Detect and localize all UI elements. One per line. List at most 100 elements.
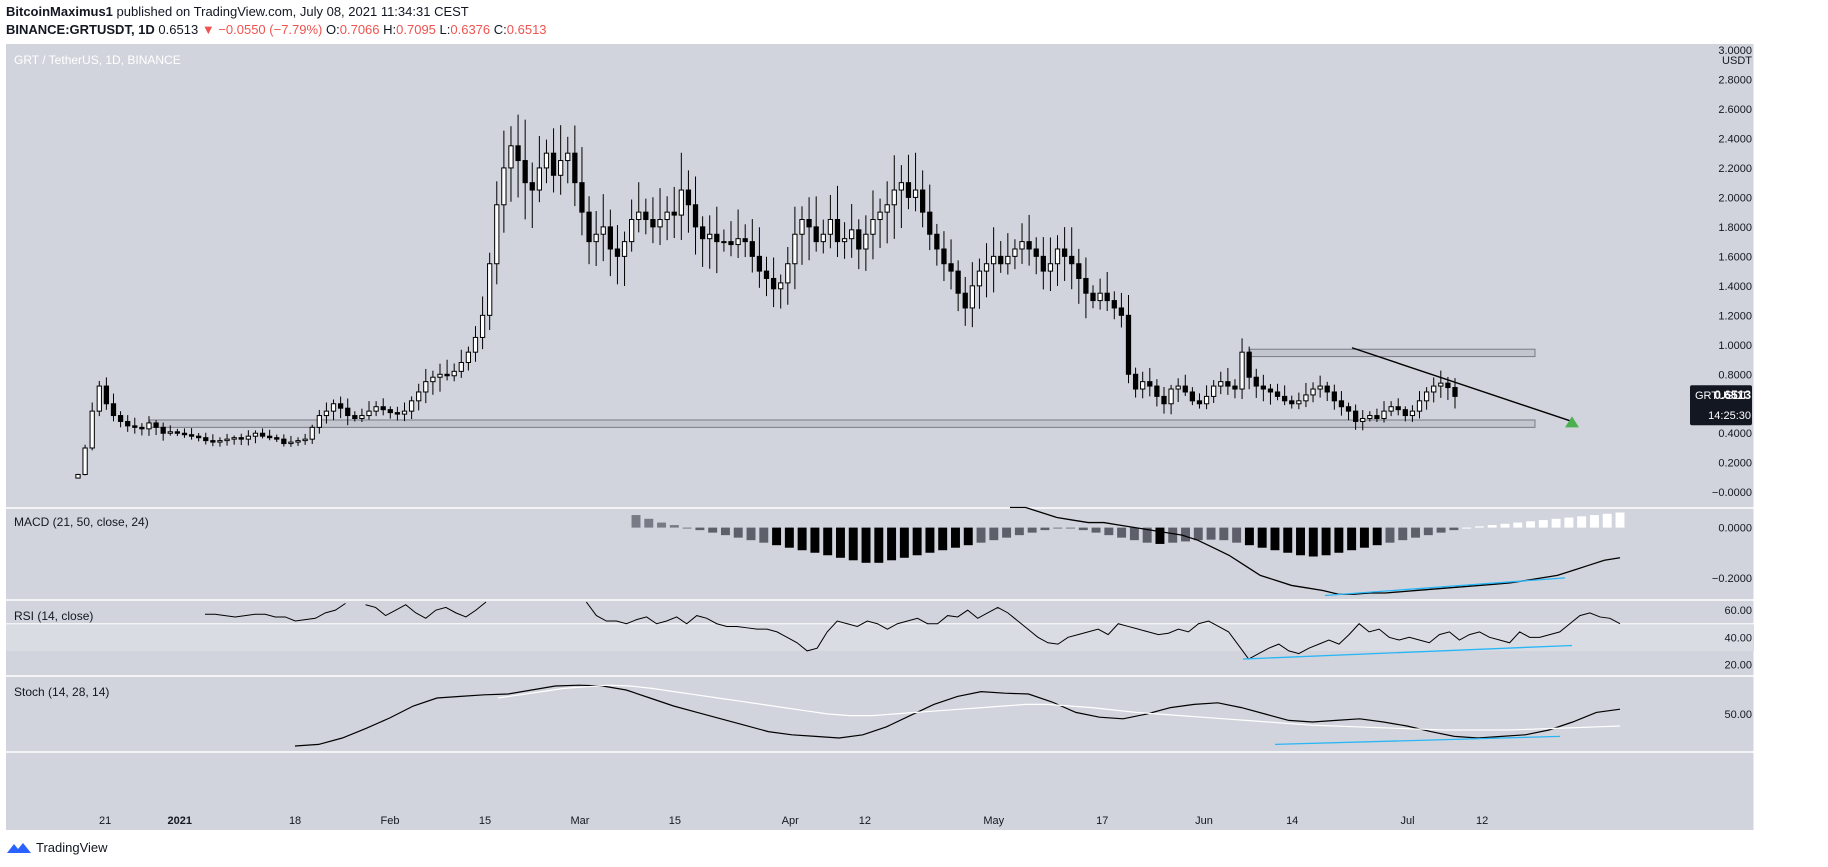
candle-body [905, 182, 912, 198]
macd-histogram-bar [1398, 527, 1408, 541]
candle-body [522, 160, 528, 184]
time-tick-label: Mar [570, 815, 589, 827]
time-tick-label: 12 [859, 815, 871, 827]
stoch-pane[interactable]: Stoch (14, 28, 14) 50.00 [14, 684, 1752, 747]
price-tick-label: −0.0000 [1712, 487, 1752, 499]
candle-body [1040, 255, 1046, 272]
macd-histogram-bar [1500, 523, 1510, 528]
published-info: published on TradingView.com, July 08, 2… [116, 4, 469, 19]
macd-tick-label: 0.0000 [1718, 523, 1752, 535]
macd-histogram-bar [810, 527, 820, 553]
macd-pane[interactable]: MACD (21, 50, close, 24) 0.0000 −0.2000 [14, 506, 1752, 597]
candle-body [479, 314, 486, 338]
macd-divergence-line [1324, 577, 1566, 597]
price-tick-label: 1.8000 [1718, 222, 1752, 234]
macd-histogram-bar [708, 527, 718, 533]
price-pane[interactable]: 3.0000 2.8000 2.6000 2.4000 2.2000 2.0000 1.80… [6, 44, 1755, 830]
candle-body [494, 204, 500, 265]
resistance-zone-box [1249, 348, 1536, 358]
author-name[interactable]: BitcoinMaximus1 [6, 4, 113, 19]
candle-body [572, 152, 578, 184]
candle-body [827, 219, 834, 235]
candle-body [671, 211, 677, 216]
macd-histogram-bar [1091, 527, 1101, 533]
candle-body [1182, 385, 1188, 393]
tradingview-logo-icon [7, 842, 31, 853]
time-tick-label: 18 [289, 815, 301, 827]
macd-histogram-bar [1232, 527, 1242, 543]
candle-body [146, 422, 152, 430]
candle-body [238, 437, 244, 440]
stoch-d-line [497, 684, 1621, 731]
candle-body [167, 431, 173, 434]
candle-body [394, 412, 401, 415]
close-label: C: [493, 22, 507, 37]
macd-histogram-bar [1270, 527, 1280, 551]
candle-body [621, 241, 628, 257]
candle-body [1331, 391, 1337, 402]
candle-body [1352, 410, 1359, 422]
candle-body [969, 285, 975, 309]
macd-histogram-bar [874, 527, 884, 563]
candle-body [430, 376, 436, 383]
candle-body [380, 406, 386, 411]
candle-body [586, 211, 592, 243]
rsi-tick-label: 20.00 [1724, 659, 1752, 671]
candle-body [366, 410, 372, 417]
low-value: 0.6376 [450, 22, 491, 37]
candle-body [1232, 385, 1238, 390]
candle-body [614, 248, 621, 257]
candle-body [1360, 418, 1366, 422]
time-tick-label: 12 [1476, 815, 1488, 827]
candle-body [749, 241, 755, 257]
rsi-tick-label: 60.00 [1724, 605, 1752, 617]
candle-body [941, 248, 947, 265]
candle-body [1047, 263, 1054, 272]
candle-body [359, 415, 365, 420]
macd-histogram-bar [1321, 527, 1331, 556]
candle-body [309, 426, 315, 440]
candle-body [444, 373, 450, 377]
candle-body [160, 426, 166, 434]
macd-histogram-bar [912, 527, 922, 556]
candle-body [267, 435, 273, 439]
macd-histogram-bar [746, 527, 756, 541]
chart-canvas[interactable]: 3.0000 2.8000 2.6000 2.4000 2.2000 2.0000 1.80… [0, 44, 1828, 840]
macd-histogram-bar [1385, 527, 1395, 543]
candle-body [1175, 385, 1181, 390]
macd-histogram-bar [759, 527, 769, 543]
macd-histogram-bar [1296, 527, 1305, 556]
candle-body [1125, 314, 1132, 375]
candle-body [770, 277, 777, 290]
candle-body [231, 437, 237, 440]
candle-body [1367, 415, 1373, 420]
candle-body [565, 152, 571, 162]
candle-body [416, 391, 422, 402]
macd-histogram-bar [951, 527, 960, 548]
candle-body [593, 233, 599, 243]
footer-brand[interactable]: TradingView [36, 840, 108, 855]
macd-histogram-bar [1244, 527, 1254, 546]
publisher-line: BitcoinMaximus1 published on TradingView… [6, 4, 469, 19]
rsi-divergence-line [1242, 644, 1573, 660]
candle-body [536, 167, 542, 191]
candle-body [75, 474, 81, 479]
candle-body [735, 238, 741, 246]
rsi-pane[interactable]: RSI (14, close) 60.00 40.00 20.00 [6, 601, 1754, 671]
candle-body [245, 435, 251, 440]
candle-body [1019, 241, 1025, 250]
candle-body [813, 226, 819, 243]
candle-body [401, 410, 408, 415]
candle-body [1438, 382, 1444, 387]
macd-histogram-bar [733, 527, 743, 538]
candle-body [629, 219, 635, 243]
high-value: 0.7095 [396, 22, 436, 37]
macd-histogram-bar [1014, 527, 1024, 536]
macd-histogram-bar [1577, 516, 1587, 528]
macd-histogram-bar [1411, 527, 1421, 538]
time-tick-label: Feb [381, 815, 400, 827]
time-axis[interactable]: 21 2021 18 Feb 15 Mar 15 Apr 12 May 17 Jun 14 Jul 12 [99, 815, 1488, 827]
candle-body [1395, 406, 1401, 411]
symbol-label[interactable]: BINANCE:GRTUSDT, 1D [6, 22, 155, 37]
candle-body [1289, 400, 1295, 405]
